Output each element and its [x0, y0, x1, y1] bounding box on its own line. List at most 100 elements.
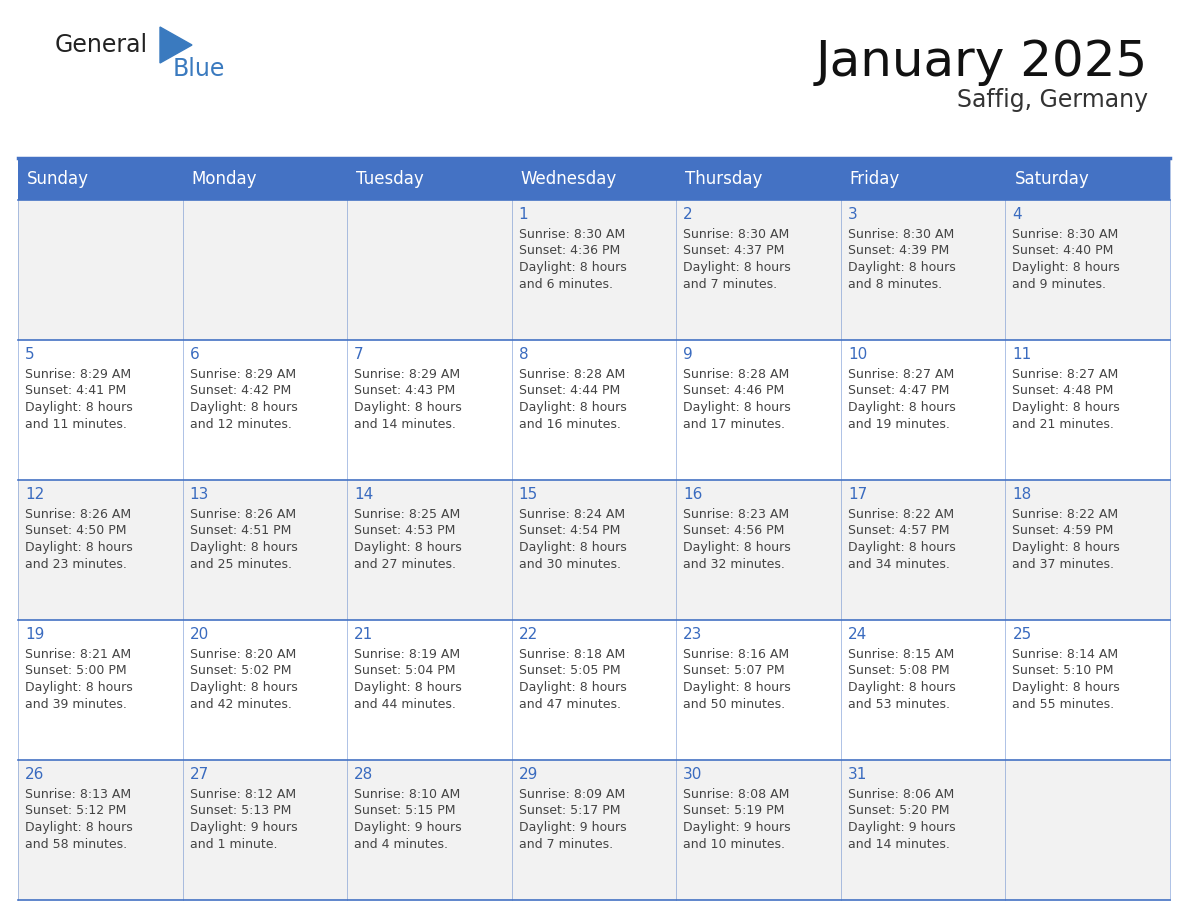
- Text: and 6 minutes.: and 6 minutes.: [519, 277, 613, 290]
- Text: Sunset: 4:36 PM: Sunset: 4:36 PM: [519, 244, 620, 258]
- Text: Daylight: 8 hours: Daylight: 8 hours: [683, 261, 791, 274]
- Text: Sunrise: 8:06 AM: Sunrise: 8:06 AM: [848, 788, 954, 801]
- Text: 30: 30: [683, 767, 702, 782]
- Text: Sunrise: 8:28 AM: Sunrise: 8:28 AM: [683, 368, 790, 381]
- Text: and 30 minutes.: and 30 minutes.: [519, 557, 620, 570]
- Text: Sunrise: 8:15 AM: Sunrise: 8:15 AM: [848, 648, 954, 661]
- Text: Daylight: 8 hours: Daylight: 8 hours: [683, 401, 791, 414]
- Text: Sunrise: 8:30 AM: Sunrise: 8:30 AM: [848, 228, 954, 241]
- Text: 29: 29: [519, 767, 538, 782]
- Text: 23: 23: [683, 627, 702, 642]
- Bar: [347, 620, 512, 760]
- Text: Sunset: 4:48 PM: Sunset: 4:48 PM: [1012, 385, 1114, 397]
- Bar: [676, 760, 841, 900]
- Text: 9: 9: [683, 347, 693, 362]
- Text: and 25 minutes.: and 25 minutes.: [190, 557, 291, 570]
- Text: 14: 14: [354, 487, 373, 502]
- Text: Sunset: 4:47 PM: Sunset: 4:47 PM: [848, 385, 949, 397]
- Bar: [347, 200, 512, 340]
- Text: Sunset: 5:19 PM: Sunset: 5:19 PM: [683, 804, 784, 818]
- Bar: [512, 200, 676, 340]
- Text: and 39 minutes.: and 39 minutes.: [25, 698, 127, 711]
- Bar: [676, 480, 841, 620]
- Text: 2: 2: [683, 207, 693, 222]
- Text: Sunset: 4:39 PM: Sunset: 4:39 PM: [848, 244, 949, 258]
- Bar: [18, 760, 183, 900]
- Text: and 12 minutes.: and 12 minutes.: [190, 418, 291, 431]
- Text: 13: 13: [190, 487, 209, 502]
- Text: Sunrise: 8:22 AM: Sunrise: 8:22 AM: [1012, 508, 1119, 521]
- Text: 18: 18: [1012, 487, 1031, 502]
- Text: and 19 minutes.: and 19 minutes.: [848, 418, 949, 431]
- Text: 27: 27: [190, 767, 209, 782]
- Text: Sunset: 4:44 PM: Sunset: 4:44 PM: [519, 385, 620, 397]
- Text: 6: 6: [190, 347, 200, 362]
- Text: 16: 16: [683, 487, 702, 502]
- Text: 20: 20: [190, 627, 209, 642]
- Text: and 16 minutes.: and 16 minutes.: [519, 418, 620, 431]
- Bar: [512, 158, 676, 200]
- Text: Sunrise: 8:10 AM: Sunrise: 8:10 AM: [354, 788, 461, 801]
- Bar: [1005, 480, 1170, 620]
- Bar: [1005, 760, 1170, 900]
- Text: and 1 minute.: and 1 minute.: [190, 837, 277, 850]
- Text: Sunrise: 8:28 AM: Sunrise: 8:28 AM: [519, 368, 625, 381]
- Text: 28: 28: [354, 767, 373, 782]
- Bar: [347, 158, 512, 200]
- Bar: [841, 620, 1005, 760]
- Text: Wednesday: Wednesday: [520, 170, 617, 188]
- Bar: [183, 480, 347, 620]
- Text: Sunrise: 8:29 AM: Sunrise: 8:29 AM: [25, 368, 131, 381]
- Bar: [512, 760, 676, 900]
- Text: Daylight: 8 hours: Daylight: 8 hours: [519, 261, 626, 274]
- Text: 21: 21: [354, 627, 373, 642]
- Text: Sunset: 5:00 PM: Sunset: 5:00 PM: [25, 665, 127, 677]
- Text: Sunset: 4:41 PM: Sunset: 4:41 PM: [25, 385, 126, 397]
- Text: Friday: Friday: [849, 170, 901, 188]
- Text: 3: 3: [848, 207, 858, 222]
- Text: Daylight: 8 hours: Daylight: 8 hours: [1012, 261, 1120, 274]
- Text: Sunrise: 8:18 AM: Sunrise: 8:18 AM: [519, 648, 625, 661]
- Text: Sunrise: 8:25 AM: Sunrise: 8:25 AM: [354, 508, 461, 521]
- Bar: [18, 480, 183, 620]
- Text: Daylight: 8 hours: Daylight: 8 hours: [848, 401, 955, 414]
- Bar: [1005, 200, 1170, 340]
- Bar: [183, 200, 347, 340]
- Text: Sunset: 5:15 PM: Sunset: 5:15 PM: [354, 804, 456, 818]
- Text: and 50 minutes.: and 50 minutes.: [683, 698, 785, 711]
- Text: Sunset: 4:50 PM: Sunset: 4:50 PM: [25, 524, 126, 538]
- Bar: [347, 340, 512, 480]
- Bar: [512, 340, 676, 480]
- Bar: [18, 340, 183, 480]
- Text: 5: 5: [25, 347, 34, 362]
- Bar: [841, 480, 1005, 620]
- Bar: [1005, 158, 1170, 200]
- Text: January 2025: January 2025: [816, 38, 1148, 86]
- Text: Sunrise: 8:29 AM: Sunrise: 8:29 AM: [354, 368, 460, 381]
- Text: Sunset: 4:43 PM: Sunset: 4:43 PM: [354, 385, 455, 397]
- Text: Sunrise: 8:24 AM: Sunrise: 8:24 AM: [519, 508, 625, 521]
- Text: and 14 minutes.: and 14 minutes.: [848, 837, 949, 850]
- Polygon shape: [160, 27, 192, 63]
- Bar: [841, 340, 1005, 480]
- Text: Daylight: 8 hours: Daylight: 8 hours: [1012, 401, 1120, 414]
- Text: and 4 minutes.: and 4 minutes.: [354, 837, 448, 850]
- Text: and 8 minutes.: and 8 minutes.: [848, 277, 942, 290]
- Text: Sunrise: 8:09 AM: Sunrise: 8:09 AM: [519, 788, 625, 801]
- Bar: [676, 158, 841, 200]
- Text: Sunset: 4:46 PM: Sunset: 4:46 PM: [683, 385, 784, 397]
- Text: Sunset: 4:37 PM: Sunset: 4:37 PM: [683, 244, 784, 258]
- Bar: [676, 200, 841, 340]
- Text: Sunset: 5:12 PM: Sunset: 5:12 PM: [25, 804, 126, 818]
- Bar: [347, 480, 512, 620]
- Text: Daylight: 8 hours: Daylight: 8 hours: [519, 681, 626, 694]
- Text: Sunrise: 8:21 AM: Sunrise: 8:21 AM: [25, 648, 131, 661]
- Text: 26: 26: [25, 767, 44, 782]
- Text: and 42 minutes.: and 42 minutes.: [190, 698, 291, 711]
- Text: 15: 15: [519, 487, 538, 502]
- Text: and 53 minutes.: and 53 minutes.: [848, 698, 950, 711]
- Bar: [841, 158, 1005, 200]
- Text: Sunrise: 8:30 AM: Sunrise: 8:30 AM: [683, 228, 790, 241]
- Text: Saturday: Saturday: [1015, 170, 1089, 188]
- Bar: [512, 480, 676, 620]
